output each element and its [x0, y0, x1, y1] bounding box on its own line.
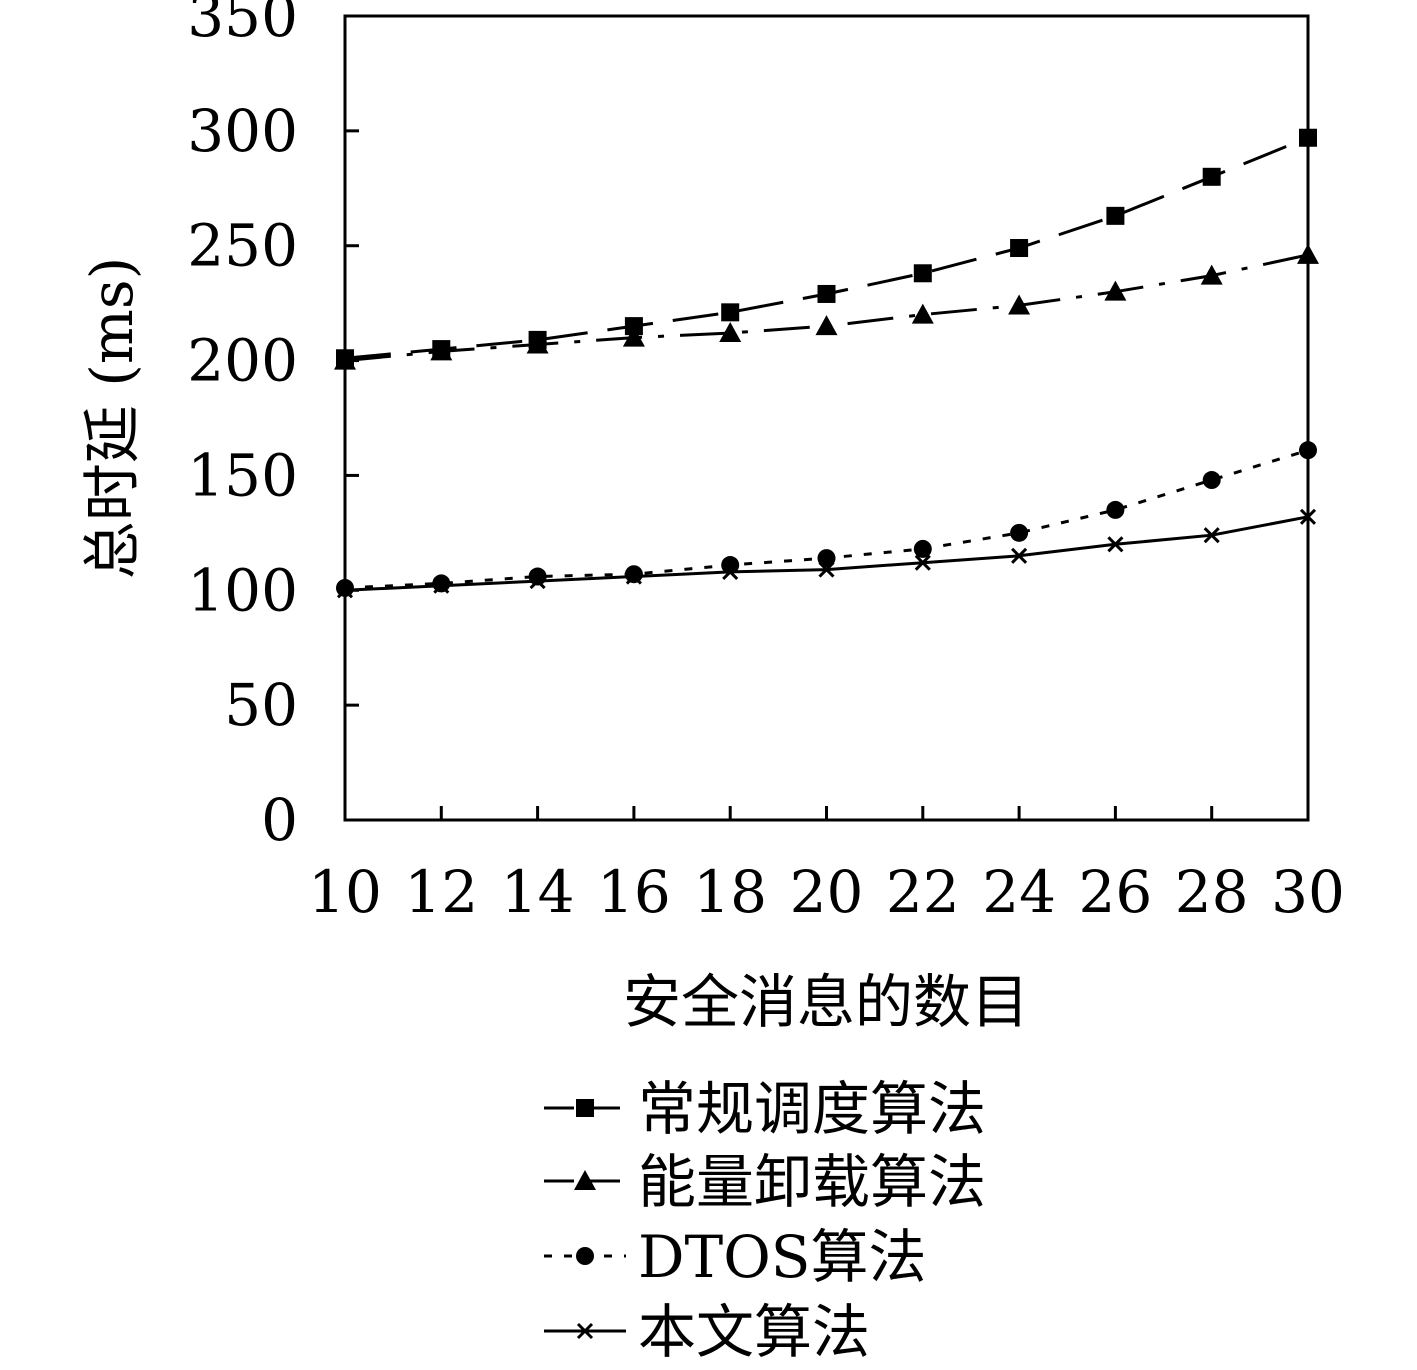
legend-item: 常规调度算法	[544, 1075, 986, 1143]
y-tick-label: 50	[224, 671, 298, 739]
data-point	[817, 284, 836, 303]
data-point	[719, 322, 742, 343]
data-point	[433, 577, 450, 594]
data-point	[1107, 536, 1124, 553]
data-point	[913, 539, 932, 558]
legend-marker	[576, 1322, 594, 1340]
legend-item: DTOS算法	[544, 1223, 926, 1291]
x-tick-label: 26	[1078, 858, 1152, 926]
data-point	[1010, 239, 1029, 258]
ticks-layer	[343, 14, 1310, 822]
data-point	[526, 333, 549, 354]
data-point	[1203, 527, 1220, 544]
series-1	[334, 243, 1319, 370]
legend-label: DTOS算法	[638, 1223, 926, 1291]
x-axis-title: 安全消息的数目	[623, 968, 1029, 1036]
series-line	[344, 448, 1309, 590]
data-point	[432, 574, 451, 593]
x-tick-label: 30	[1271, 858, 1345, 926]
legend-label: 本文算法	[638, 1298, 870, 1366]
data-point	[1008, 294, 1031, 315]
x-tick-label: 20	[790, 858, 864, 926]
data-point	[625, 568, 642, 585]
x-tick-label: 10	[308, 858, 382, 926]
y-tick-label: 100	[187, 556, 298, 624]
plot-frame	[343, 14, 1310, 822]
series-0	[336, 128, 1317, 368]
y-tick-label: 300	[187, 97, 298, 165]
series-2	[336, 441, 1317, 597]
legend-item: 能量卸载算法	[544, 1148, 986, 1216]
tick-labels-layer: 10 12 14 16 18 20 22 24 26 28 30050100150200250300…	[187, 0, 1345, 926]
y-tick-label: 250	[187, 212, 298, 280]
data-point	[913, 264, 932, 283]
data-point	[1106, 206, 1125, 225]
data-point	[911, 303, 934, 324]
data-point	[817, 549, 836, 568]
data-point	[529, 573, 546, 590]
x-tick-label: 24	[982, 858, 1056, 926]
legend-marker	[576, 1247, 594, 1265]
legend-label: 能量卸载算法	[638, 1148, 986, 1216]
data-point	[1106, 500, 1125, 519]
legend-marker	[574, 1170, 596, 1190]
x-tick-label: 28	[1175, 858, 1249, 926]
data-point	[721, 303, 740, 322]
x-tick-label: 18	[693, 858, 767, 926]
x-tick-label: 16	[597, 858, 671, 926]
data-point	[624, 565, 643, 584]
data-point	[430, 340, 453, 361]
x-tick-label: 12	[404, 858, 478, 926]
data-point	[722, 563, 739, 580]
legend-marker	[576, 1099, 594, 1117]
data-point	[815, 315, 838, 336]
data-point	[624, 317, 643, 336]
data-point	[1011, 547, 1028, 564]
y-tick-label: 200	[187, 327, 298, 395]
series-layer	[334, 128, 1319, 599]
data-point	[1010, 523, 1029, 542]
data-point	[1200, 264, 1223, 285]
data-point	[622, 326, 645, 347]
legend-label: 常规调度算法	[638, 1075, 986, 1143]
y-tick-label: 150	[187, 441, 298, 509]
y-axis-title: 总时延 (ms)	[78, 257, 146, 579]
data-point	[818, 561, 835, 578]
legend-item: 本文算法	[544, 1298, 870, 1366]
data-point	[1202, 471, 1221, 490]
data-point	[1202, 167, 1221, 186]
x-tick-label: 22	[886, 858, 960, 926]
y-tick-label: 350	[187, 0, 298, 50]
data-point	[1104, 280, 1127, 301]
y-tick-label: 0	[261, 786, 298, 854]
data-point	[914, 554, 931, 571]
x-tick-label: 14	[501, 858, 575, 926]
